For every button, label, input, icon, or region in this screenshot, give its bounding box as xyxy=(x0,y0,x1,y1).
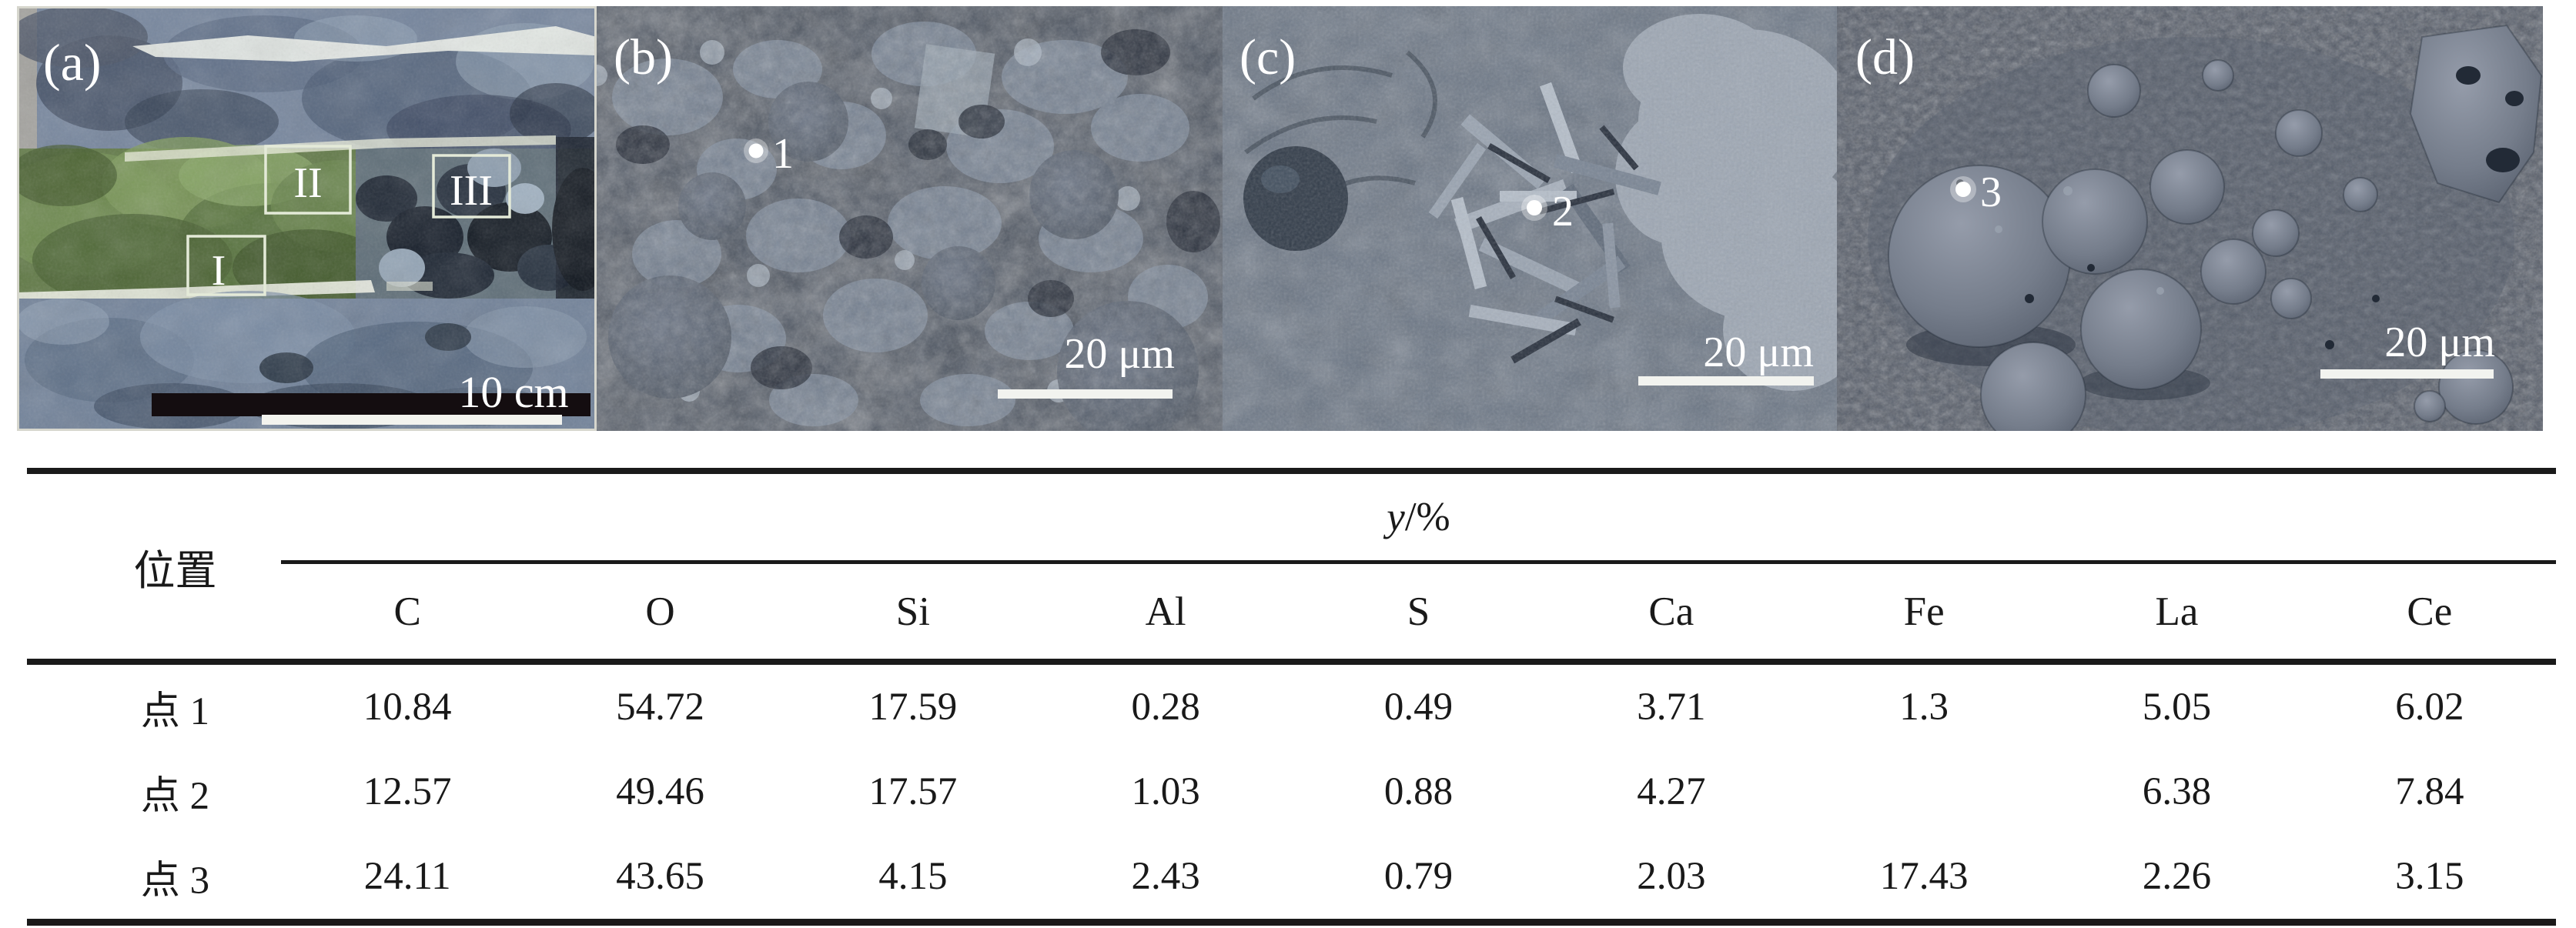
micrograph-strip: 10 cm I II III (a) xyxy=(17,6,2543,431)
table-cell: 24.11 xyxy=(363,855,451,898)
table-cell: 43.65 xyxy=(616,855,704,898)
col-header-O: O xyxy=(645,589,675,634)
table-row: 点 2 12.57 49.46 17.57 1.03 0.88 4.27 6.3… xyxy=(27,749,2556,834)
table-cell: 10.84 xyxy=(363,686,452,729)
scale-bar-c xyxy=(1638,376,1814,386)
table-cell: 17.59 xyxy=(868,686,958,729)
eds-point-dot-1 xyxy=(748,143,764,159)
table-body: 点 1 10.84 54.72 17.59 0.28 0.49 3.71 1.3… xyxy=(27,665,2556,919)
eds-point-label-2: 2 xyxy=(1552,188,1574,235)
table-column-headers: C O Si Al S Ca Fe La Ce xyxy=(281,564,2556,659)
panel-d-sem: 3 20 μm (d) xyxy=(1837,6,2543,431)
table-cell: 0.28 xyxy=(1131,686,1200,729)
col-header-Si: Si xyxy=(895,589,930,634)
panel-label-d: (d) xyxy=(1855,29,1915,85)
table-cell: 12.57 xyxy=(363,770,452,813)
table-cell: 1.03 xyxy=(1131,770,1200,813)
table-cell: 3.71 xyxy=(1637,686,1706,729)
table-cell: 1.3 xyxy=(1899,686,1949,729)
table-cell: 0.88 xyxy=(1383,770,1454,813)
photo-shadow-strip xyxy=(152,393,590,416)
panel-a-macro-photo: 10 cm I II III (a) xyxy=(17,6,597,431)
table-cell: 3.15 xyxy=(2395,855,2464,898)
panel-label-c: (c) xyxy=(1239,29,1296,85)
table-row: 点 1 10.84 54.72 17.59 0.28 0.49 3.71 1.3… xyxy=(27,665,2556,749)
col-header-La: La xyxy=(2155,589,2199,634)
table-group-header: y/% xyxy=(281,474,2556,564)
region-label-3: III xyxy=(450,167,493,215)
table-cell: 5.05 xyxy=(2142,686,2212,729)
table-cell: 0.79 xyxy=(1383,855,1454,898)
table-cell: 2.43 xyxy=(1131,855,1200,898)
eds-point-dot-3 xyxy=(1955,182,1971,197)
eds-table: 位置 y/% C O Si Al S Ca Fe La Ce 点 1 10.84… xyxy=(27,468,2556,928)
table-cell: 6.38 xyxy=(2142,770,2212,813)
scale-bar-b xyxy=(998,389,1173,399)
table-cell: 4.15 xyxy=(878,855,948,898)
scale-text-b: 20 μm xyxy=(1064,330,1175,378)
col-header-Ca: Ca xyxy=(1648,589,1694,634)
table-cell: 2.26 xyxy=(2142,855,2212,898)
table-rule-mid xyxy=(27,659,2556,665)
table-corner-header: 位置 xyxy=(133,547,217,594)
table-cell: 17.57 xyxy=(868,770,958,813)
macro-photo-art: 10 cm I II III (a) xyxy=(17,6,597,431)
scale-text-c: 20 μm xyxy=(1703,329,1814,376)
group-header-symbol: y xyxy=(1387,495,1405,539)
eds-point-label-3: 3 xyxy=(1980,169,2002,216)
table-cell: 7.84 xyxy=(2395,770,2464,813)
scale-bar-d xyxy=(2320,369,2494,379)
row-label: 点 1 xyxy=(140,690,210,733)
table-cell: 6.02 xyxy=(2395,686,2464,729)
col-header-C: C xyxy=(393,589,421,634)
region-box-2 xyxy=(264,145,352,215)
sem-art-d: 3 20 μm (d) xyxy=(1837,6,2543,431)
row-label: 点 3 xyxy=(140,860,210,903)
panel-label-b: (b) xyxy=(614,29,673,85)
eds-point-dot-2 xyxy=(1527,200,1542,215)
col-header-S: S xyxy=(1407,589,1430,634)
row-label: 点 2 xyxy=(140,775,210,818)
scale-text-d: 20 μm xyxy=(2384,319,2495,366)
table-cell: 17.43 xyxy=(1879,855,1969,898)
col-header-Al: Al xyxy=(1145,589,1186,634)
region-box-3 xyxy=(432,154,511,219)
col-header-Ce: Ce xyxy=(2407,589,2453,634)
sem-art-b: 1 20 μm (b) xyxy=(597,6,1223,431)
group-header-unit: /% xyxy=(1404,495,1450,539)
table-rule-top xyxy=(27,468,2556,474)
col-header-Fe: Fe xyxy=(1903,589,1945,634)
eds-point-label-1: 1 xyxy=(772,130,794,178)
table-cell: 49.46 xyxy=(616,770,704,813)
table-cell: 54.72 xyxy=(616,686,704,729)
table-cell: 0.49 xyxy=(1383,686,1454,729)
region-box-1 xyxy=(186,235,266,296)
panel-label-a: (a) xyxy=(43,33,101,92)
panel-c-sem: 2 20 μm (c) xyxy=(1223,6,1837,431)
region-label-1: I xyxy=(212,247,226,295)
table-cell: 2.03 xyxy=(1637,855,1706,898)
table-cell: 4.27 xyxy=(1637,770,1706,813)
table-row: 点 3 24.11 43.65 4.15 2.43 0.79 2.03 17.4… xyxy=(27,834,2556,919)
scale-bar-a xyxy=(262,415,562,425)
scale-text-a: 10 cm xyxy=(458,367,568,417)
sem-art-c: 2 20 μm (c) xyxy=(1223,6,1837,431)
region-label-2: II xyxy=(293,159,322,207)
table-rule-bottom xyxy=(27,919,2556,926)
panel-b-sem: 1 20 μm (b) xyxy=(597,6,1223,431)
